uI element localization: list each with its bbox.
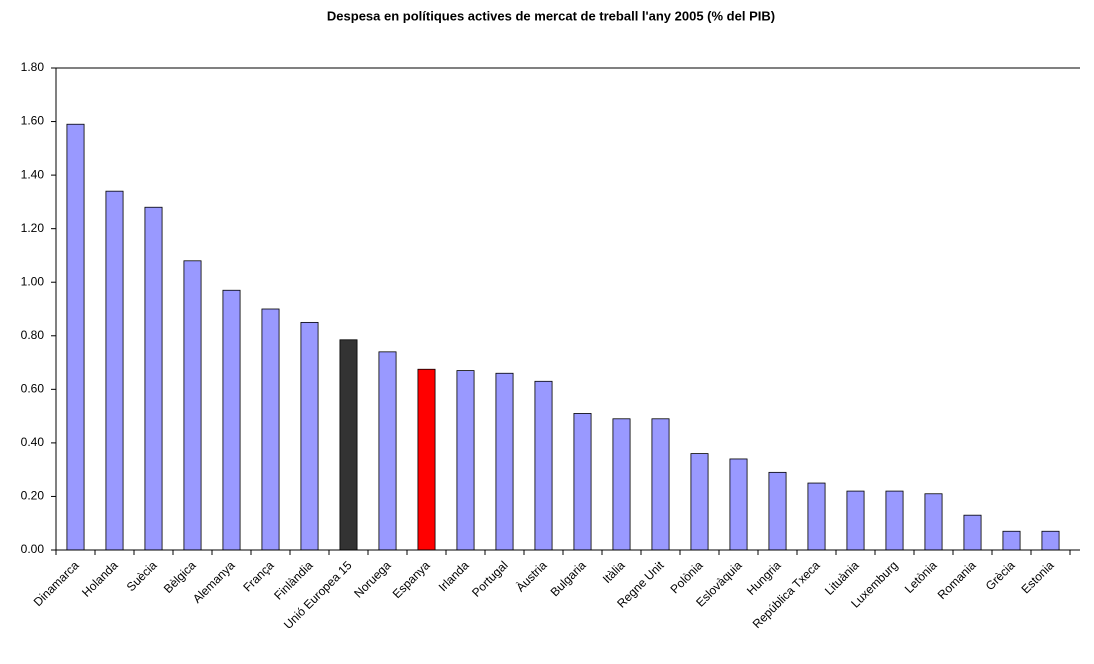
bar <box>378 351 397 551</box>
bar <box>261 308 280 551</box>
bar <box>144 206 163 551</box>
x-tick-label: Polònia <box>667 558 705 596</box>
bar <box>768 471 787 551</box>
chart-title: Despesa en polítiques actives de mercat … <box>327 8 775 23</box>
x-tick-label: Romania <box>935 558 979 602</box>
x-tick-label: Letònia <box>902 558 940 596</box>
y-tick-label: 0.00 <box>21 542 45 556</box>
bar <box>417 368 436 551</box>
y-tick-label: 0.80 <box>21 328 45 342</box>
bar <box>534 380 553 551</box>
x-tick-label: Unió Europea 15 <box>281 558 355 632</box>
bar <box>66 123 85 551</box>
y-tick-label: 1.60 <box>21 114 45 128</box>
x-tick-label: Portugal <box>469 558 511 600</box>
bar <box>222 289 241 551</box>
bar <box>1041 530 1060 551</box>
x-tick-label: Noruega <box>351 558 394 601</box>
bar <box>339 339 358 551</box>
y-tick-label: 1.20 <box>21 221 45 235</box>
x-tick-label: Àustria <box>513 557 550 594</box>
bar <box>573 413 592 551</box>
y-tick-label: 1.00 <box>21 274 45 288</box>
x-tick-label: França <box>240 558 277 595</box>
bar <box>300 321 319 551</box>
x-tick-label: Bèlgica <box>161 558 199 596</box>
y-tick-label: 0.40 <box>21 435 45 449</box>
y-tick-label: 0.60 <box>21 382 45 396</box>
bar <box>924 493 943 551</box>
bar <box>690 453 709 551</box>
bar <box>729 458 748 551</box>
bar <box>846 490 865 551</box>
x-tick-label: Espanya <box>390 558 433 601</box>
y-tick-label: 1.40 <box>21 167 45 181</box>
bar <box>495 372 514 551</box>
bar <box>612 418 631 551</box>
y-tick-label: 0.20 <box>21 489 45 503</box>
x-tick-label: Itàlia <box>600 558 628 586</box>
bar <box>807 482 826 551</box>
y-tick-label: 1.80 <box>21 60 45 74</box>
bar <box>456 370 475 551</box>
bar <box>105 190 124 551</box>
x-tick-label: Irlanda <box>436 558 472 594</box>
x-tick-label: República Txeca <box>750 558 823 631</box>
x-tick-label: Suècia <box>124 558 160 594</box>
x-tick-label: Estonia <box>1018 558 1056 596</box>
x-tick-label: Bulgaria <box>548 558 589 599</box>
bar <box>963 514 982 551</box>
x-tick-label: Alemanya <box>190 558 238 606</box>
x-tick-label: Holanda <box>79 558 121 600</box>
bar <box>183 260 202 551</box>
bar <box>885 490 904 551</box>
bar <box>1002 530 1021 551</box>
bar <box>651 418 670 551</box>
x-tick-label: Dinamarca <box>31 558 82 609</box>
x-tick-label: Grècia <box>983 558 1018 593</box>
